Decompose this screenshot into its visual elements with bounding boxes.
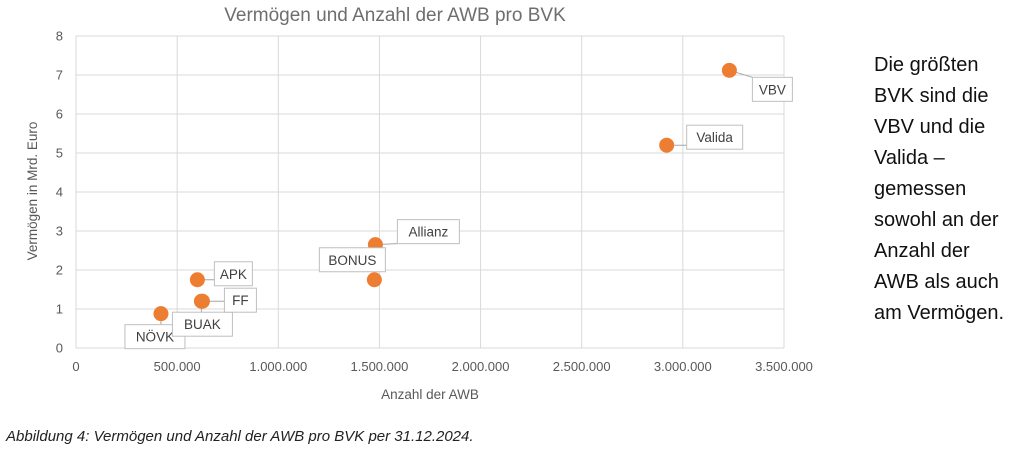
data-label-text: APK (220, 267, 247, 282)
y-tick-label: 8 (56, 29, 63, 44)
x-tick-label: 2.500.000 (553, 359, 611, 374)
scatter-chart: Vermögen und Anzahl der AWB pro BVK 0 500… (25, 5, 813, 402)
x-tick-label: 3.000.000 (654, 359, 712, 374)
data-label-box (223, 287, 257, 313)
chart-title: Vermögen und Anzahl der AWB pro BVK (224, 5, 566, 26)
data-label-box (318, 247, 386, 273)
y-axis-title: Vermögen in Mrd. Euro (25, 122, 40, 261)
y-tick-label: 2 (56, 263, 63, 278)
data-label: BUAK (171, 311, 233, 337)
y-tick-label: 1 (56, 302, 63, 317)
data-label-box (686, 124, 744, 150)
data-label: Valida (686, 124, 744, 150)
data-point (366, 272, 382, 288)
data-label: BONUS (318, 247, 386, 273)
x-tick-label: 2.000.000 (452, 359, 510, 374)
data-point (189, 272, 205, 288)
data-label-text: NÖVK (136, 330, 174, 345)
x-tick-label: 1.000.000 (249, 359, 307, 374)
data-label: Allianz (396, 219, 460, 245)
data-point (721, 62, 737, 78)
data-point (659, 137, 675, 153)
data-label-text: Valida (696, 130, 733, 145)
data-label-box (171, 311, 233, 337)
y-tick-label: 7 (56, 68, 63, 83)
y-tick-label: 4 (56, 185, 63, 200)
data-labels: NÖVK BUAK APK FF BONUS Allianz Valida VBV (124, 76, 793, 350)
y-tick-label: 6 (56, 107, 63, 122)
data-label-text: VBV (759, 82, 786, 97)
x-tick-label: 3.500.000 (755, 359, 813, 374)
data-label-box (396, 219, 460, 245)
data-label-box (213, 261, 253, 287)
y-tick-label: 5 (56, 146, 63, 161)
data-label: FF (223, 287, 257, 313)
y-tick-label: 3 (56, 224, 63, 239)
side-note: Die größten BVK sind die VBV und die Val… (874, 54, 1005, 324)
y-tick-labels: 0 1 2 3 4 5 6 7 8 (56, 29, 63, 356)
x-tick-label: 500.000 (154, 359, 201, 374)
x-tick-labels: 0 500.000 1.000.000 1.500.000 2.000.000 2.500… (72, 359, 813, 374)
data-point (153, 306, 169, 322)
x-tick-label: 0 (72, 359, 79, 374)
data-point (194, 293, 210, 309)
figure-caption: Abbildung 4: Vermögen und Anzahl der AWB… (6, 428, 474, 445)
data-label-text: BONUS (328, 253, 376, 268)
data-label-text: Allianz (408, 225, 448, 240)
x-axis-title: Anzahl der AWB (381, 387, 479, 402)
grid (75, 35, 785, 349)
y-tick-label: 0 (56, 341, 63, 356)
data-label-box (751, 76, 793, 102)
data-label-text: FF (232, 293, 249, 308)
data-label-text: BUAK (184, 317, 221, 332)
data-label: APK (213, 261, 253, 287)
data-label: VBV (751, 76, 793, 102)
x-tick-label: 1.500.000 (351, 359, 409, 374)
data-points (153, 62, 737, 322)
label-leaders (160, 69, 753, 325)
